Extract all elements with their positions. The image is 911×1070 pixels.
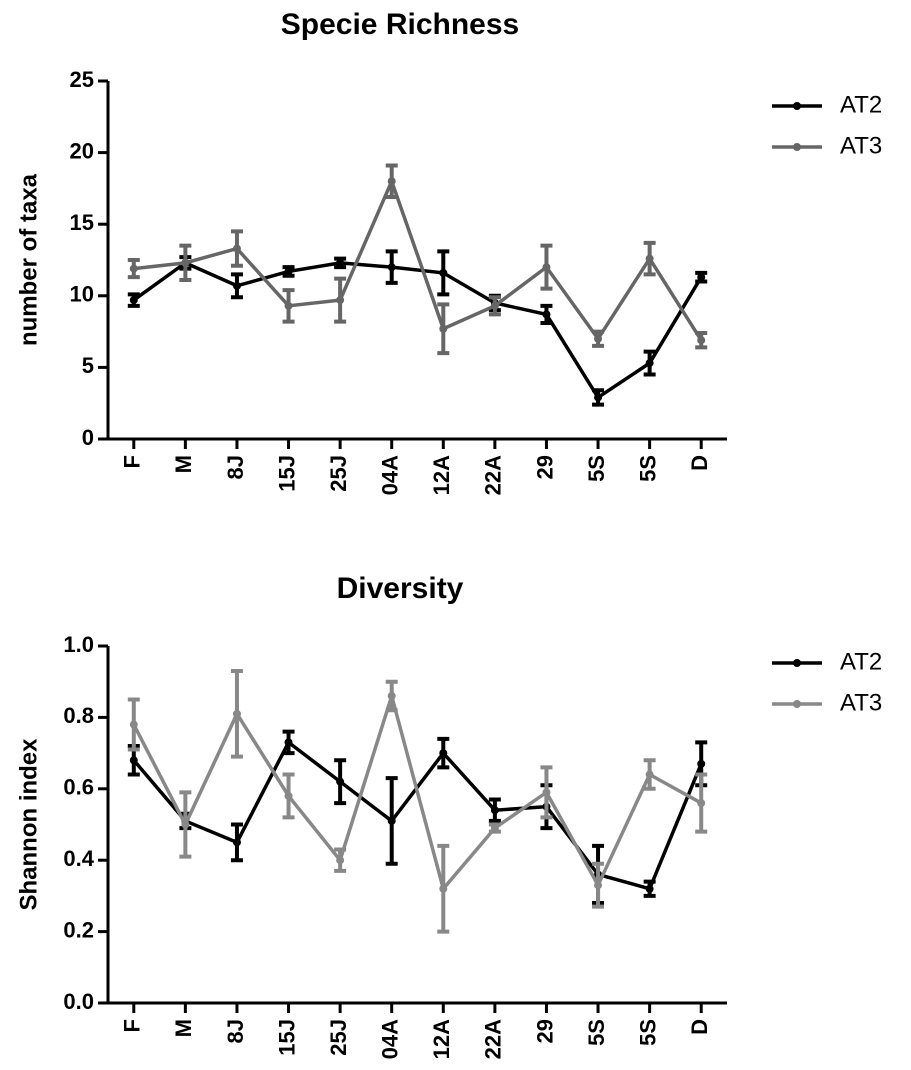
data-point: [542, 263, 551, 272]
data-point: [697, 759, 706, 768]
data-point: [232, 244, 241, 253]
x-tick-label: 5S: [635, 455, 660, 482]
data-point: [336, 296, 345, 305]
y-tick-label: 0.0: [63, 989, 94, 1014]
data-point: [594, 334, 603, 343]
legend-marker: [793, 700, 801, 708]
y-tick-label: 0: [82, 425, 94, 450]
data-point: [284, 738, 293, 747]
data-point: [336, 777, 345, 786]
series-line: [132, 260, 703, 400]
y-tick-label: 10: [70, 282, 94, 307]
x-tick-label: 22A: [481, 455, 506, 495]
x-tick-label: 29: [532, 1019, 557, 1043]
data-point: [387, 691, 396, 700]
x-tick-label: 12A: [429, 455, 454, 495]
data-point: [129, 296, 138, 305]
chart: Specie Richness number of taxa 0 5 10 15 20 25 F…: [15, 8, 882, 495]
data-point: [181, 820, 190, 829]
x-tick-label: 25J: [326, 1019, 351, 1056]
legend-label: AT2: [840, 91, 882, 118]
x-tick-label: 5S: [584, 455, 609, 482]
x-tick-label: D: [687, 455, 712, 471]
x-tick-label: 15J: [274, 455, 299, 492]
data-point: [542, 788, 551, 797]
data-point: [232, 281, 241, 290]
legend-label: AT3: [840, 689, 882, 716]
data-point: [129, 720, 138, 729]
y-tick-label: 15: [70, 210, 94, 235]
data-point: [645, 884, 654, 893]
data-point: [336, 258, 345, 267]
data-point: [490, 806, 499, 815]
legend-marker: [793, 659, 801, 667]
data-point: [490, 301, 499, 310]
legend-label: AT3: [840, 132, 882, 159]
x-tick-label: 25J: [326, 455, 351, 492]
x-tick-label: F: [120, 455, 145, 468]
x-tick-label: 04A: [378, 455, 403, 495]
data-point: [129, 756, 138, 765]
data-point: [645, 359, 654, 368]
data-point: [387, 816, 396, 825]
chart: Diversity Shannon index 0.0 0.2 0.4 0.6 0.8 1.0…: [15, 572, 882, 1059]
series-line: [133, 176, 703, 342]
x-tick-label: M: [171, 1019, 196, 1037]
data-point: [697, 273, 706, 282]
x-tick-label: 5S: [584, 1019, 609, 1046]
x-tick-label: 29: [532, 455, 557, 479]
data-point: [439, 884, 448, 893]
data-point: [697, 799, 706, 808]
x-tick-label: 04A: [378, 1019, 403, 1059]
data-point: [594, 393, 603, 402]
data-point: [439, 324, 448, 333]
data-point: [336, 856, 345, 865]
data-point: [387, 263, 396, 272]
x-tick-label: 8J: [223, 455, 248, 479]
y-tick-label: 0.4: [63, 846, 94, 871]
x-tick-label: 22A: [481, 1019, 506, 1059]
data-point: [645, 770, 654, 779]
y-tick-label: 25: [70, 67, 94, 92]
data-point: [129, 264, 138, 273]
legend-marker: [793, 143, 801, 151]
data-point: [387, 177, 396, 186]
data-point: [439, 749, 448, 758]
series-line: [132, 739, 703, 891]
data-point: [284, 301, 293, 310]
y-tick-label: 5: [82, 353, 94, 378]
x-tick-label: 12A: [429, 1019, 454, 1059]
data-point: [490, 824, 499, 833]
x-tick-label: D: [687, 1019, 712, 1035]
y-tick-label: 20: [70, 138, 94, 163]
data-point: [284, 267, 293, 276]
data-point: [284, 791, 293, 800]
data-point: [645, 254, 654, 263]
x-tick-label: 15J: [274, 1019, 299, 1056]
y-tick-label: 0.8: [63, 703, 94, 728]
y-tick-label: 0.6: [63, 775, 94, 800]
data-point: [594, 881, 603, 890]
data-point: [181, 258, 190, 267]
y-tick-label: 0.2: [63, 917, 94, 942]
x-tick-label: 8J: [223, 1019, 248, 1043]
legend-label: AT2: [840, 648, 882, 675]
x-tick-label: F: [120, 1019, 145, 1032]
y-tick-label: 1.0: [63, 632, 94, 657]
x-tick-label: 5S: [635, 1019, 660, 1046]
data-point: [232, 709, 241, 718]
y-axis-label: Shannon index: [15, 738, 42, 911]
data-point: [232, 838, 241, 847]
chart-title: Specie Richness: [281, 8, 519, 41]
series-line: [132, 689, 703, 893]
data-point: [439, 268, 448, 277]
x-tick-label: M: [171, 455, 196, 473]
data-point: [697, 336, 706, 345]
chart-title: Diversity: [337, 572, 464, 605]
y-axis-label: number of taxa: [15, 173, 42, 346]
legend-marker: [793, 102, 801, 110]
data-point: [542, 310, 551, 319]
